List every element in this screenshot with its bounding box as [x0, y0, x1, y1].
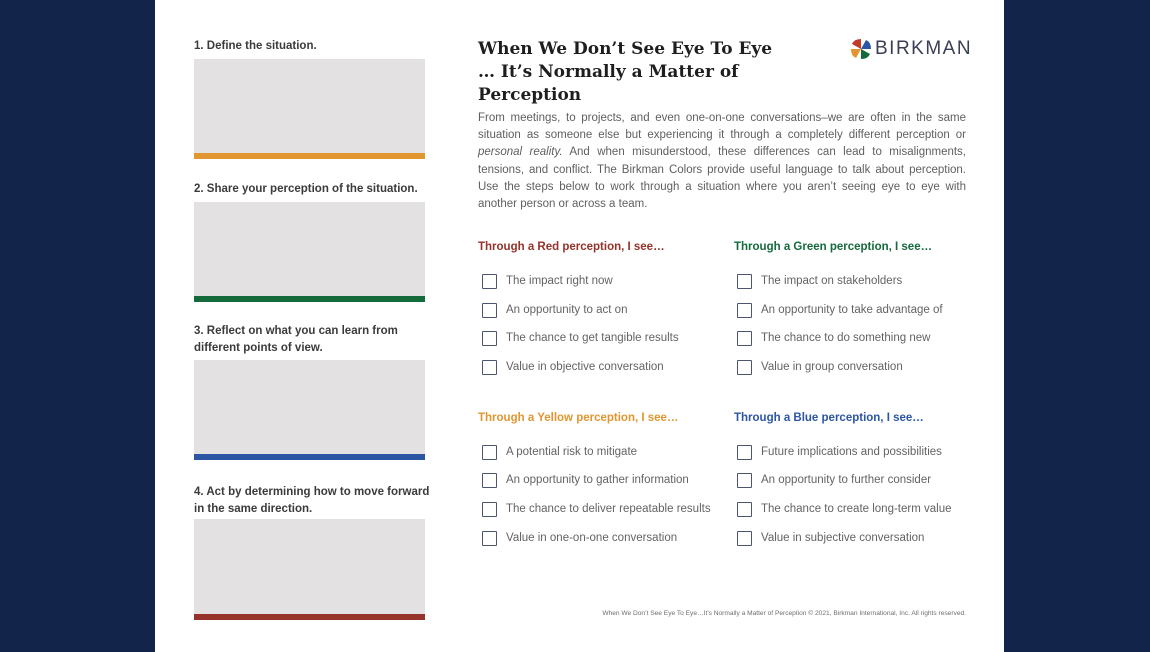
checkbox[interactable]: [737, 472, 752, 488]
intro-emphasis: personal reality.: [478, 146, 563, 159]
checkbox[interactable]: [737, 302, 752, 318]
checkbox[interactable]: [482, 444, 497, 460]
checklist-item-label: The chance to deliver repeatable results: [506, 503, 711, 515]
checkbox[interactable]: [482, 359, 497, 375]
checkbox[interactable]: [482, 302, 497, 318]
birkman-pinwheel-icon: [851, 39, 871, 59]
checklist-item[interactable]: An opportunity to further consider: [737, 471, 931, 489]
checklist-item[interactable]: The impact on stakeholders: [737, 272, 902, 290]
logo-wordmark: BIRKMAN: [875, 38, 973, 59]
title-line-2: … It’s Normally a Matter of Perception: [478, 62, 739, 105]
step-3-bar: [194, 454, 425, 460]
checklist-item-label: An opportunity to further consider: [761, 474, 932, 486]
checkbox[interactable]: [737, 359, 752, 375]
checklist-item[interactable]: Value in group conversation: [737, 358, 903, 376]
step-1-bar: [194, 153, 425, 159]
checkbox[interactable]: [482, 501, 497, 517]
copyright-footer: When We Don’t See Eye To Eye…It’s Normal…: [602, 610, 966, 617]
checkbox[interactable]: [482, 273, 497, 289]
checklist-item[interactable]: The impact right now: [482, 272, 613, 290]
checklist-item-label: The chance to create long-term value: [761, 503, 952, 515]
yellow-perception-title: Through a Yellow perception, I see…: [478, 412, 679, 424]
checklist-item-label: The impact right now: [506, 275, 613, 287]
checklist-item-label: Value in subjective conversation: [761, 532, 925, 544]
checklist-item-label: The impact on stakeholders: [761, 275, 903, 287]
checkbox[interactable]: [737, 273, 752, 289]
checklist-item[interactable]: The chance to do something new: [737, 329, 930, 347]
checklist-item-label: Value in one-on-one conversation: [506, 532, 678, 544]
checklist-item-label: The chance to get tangible results: [506, 332, 679, 344]
checklist-item[interactable]: An opportunity to act on: [482, 301, 627, 319]
checklist-item[interactable]: Value in objective conversation: [482, 358, 664, 376]
checklist-item-label: Value in objective conversation: [506, 361, 664, 373]
birkman-logo: BIRKMAN: [850, 38, 972, 60]
step-4-box[interactable]: [194, 519, 425, 620]
blue-perception-title: Through a Blue perception, I see…: [734, 412, 924, 424]
checklist-item-label: An opportunity to take advantage of: [761, 304, 943, 316]
checklist-item[interactable]: Future implications and possibilities: [737, 443, 942, 461]
step-4-bar: [194, 614, 425, 620]
checklist-item[interactable]: The chance to create long-term value: [737, 500, 952, 518]
step-3-label: 3. Reflect on what you can learn from di…: [194, 325, 398, 354]
checkbox[interactable]: [482, 530, 497, 546]
checkbox[interactable]: [737, 330, 752, 346]
intro-text-2: And when misunderstood, these difference…: [478, 146, 967, 211]
checkbox[interactable]: [737, 501, 752, 517]
checkbox[interactable]: [482, 330, 497, 346]
checklist-item[interactable]: The chance to deliver repeatable results: [482, 500, 711, 518]
step-4-label: 4. Act by determining how to move forwar…: [194, 486, 430, 515]
step-2-bar: [194, 296, 425, 302]
checklist-item-label: An opportunity to act on: [506, 304, 628, 316]
checklist-item[interactable]: Value in subjective conversation: [737, 529, 924, 547]
checklist-item-label: A potential risk to mitigate: [506, 446, 638, 458]
title-line-1: When We Don’t See Eye To Eye: [478, 39, 773, 59]
green-perception-title: Through a Green perception, I see…: [734, 241, 933, 253]
worksheet-page: 1. Define the situation. 2. Share your p…: [155, 0, 1004, 652]
intro-text-1: From meetings, to projects, and even one…: [478, 112, 966, 142]
checklist-item-label: An opportunity to gather information: [506, 474, 689, 486]
checklist-item[interactable]: An opportunity to gather information: [482, 471, 689, 489]
intro-paragraph: From meetings, to projects, and even one…: [478, 110, 966, 213]
checklist-item[interactable]: Value in one-on-one conversation: [482, 529, 677, 547]
red-perception-title: Through a Red perception, I see…: [478, 241, 665, 253]
step-1-label: 1. Define the situation.: [194, 40, 317, 52]
checkbox[interactable]: [737, 444, 752, 460]
checkbox[interactable]: [482, 472, 497, 488]
checklist-item[interactable]: An opportunity to take advantage of: [737, 301, 943, 319]
checklist-item-label: Value in group conversation: [761, 361, 903, 373]
checklist-item-label: Future implications and possibilities: [761, 446, 942, 458]
page-title: When We Don’t See Eye To Eye … It’s Norm…: [478, 38, 838, 107]
checklist-item[interactable]: The chance to get tangible results: [482, 329, 679, 347]
step-2-label: 2. Share your perception of the situatio…: [194, 183, 418, 195]
checkbox[interactable]: [737, 530, 752, 546]
step-1-box[interactable]: [194, 59, 425, 159]
step-2-box[interactable]: [194, 202, 425, 302]
checklist-item-label: The chance to do something new: [761, 332, 931, 344]
checklist-item[interactable]: A potential risk to mitigate: [482, 443, 637, 461]
step-3-box[interactable]: [194, 360, 425, 460]
